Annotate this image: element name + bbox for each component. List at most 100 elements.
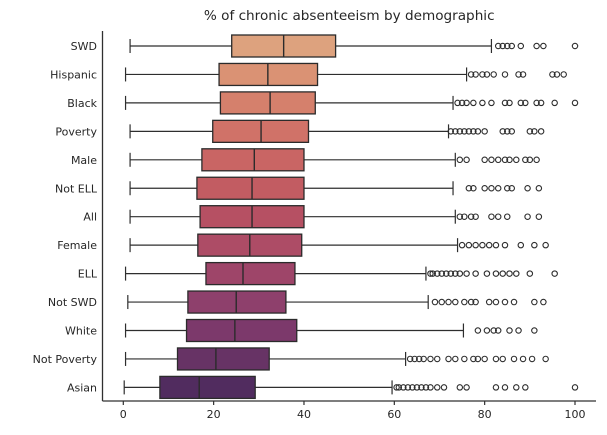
y-axis-label-male: Male [71,154,97,167]
outlier-point-asian [393,384,400,391]
outlier-point-asian [400,384,407,391]
outlier-point-ell [452,270,459,277]
outlier-point-poverty [447,128,455,135]
y-axis-label-black: Black [67,97,97,110]
y-axis-label-not-swd: Not SWD [48,296,97,309]
outlier-point-not-poverty [470,355,477,363]
outlier-point-black [533,99,540,107]
outlier-point-not-swd [467,298,475,306]
y-axis-label-not-ell: Not ELL [55,182,98,195]
outlier-point-male [522,156,529,164]
y-axis-label-all: All [83,211,97,224]
outlier-point-male [501,156,509,164]
outlier-point-ell [499,270,506,277]
outlier-point-black [470,99,477,107]
box-black [219,91,316,115]
outlier-point-asian [395,384,403,391]
outlier-point-all [461,213,468,220]
outlier-point-not-ell [535,185,543,192]
outlier-point-black [551,99,558,107]
outlier-point-white [494,327,502,334]
outlier-point-ell [433,270,441,277]
outlier-point-not-poverty [406,355,414,363]
outlier-point-not-swd [510,298,518,306]
outlier-point-female [472,241,479,249]
outlier-point-black [517,99,525,107]
box-male [201,148,305,172]
outlier-point-asian [404,384,412,391]
outlier-point-hispanic [467,71,475,78]
outlier-point-not-ell [508,185,516,192]
outlier-point-black [454,99,461,107]
outlier-point-not-poverty [474,355,482,363]
outlier-point-white [515,327,522,334]
outlier-point-black [506,99,513,107]
outlier-point-not-ell [524,185,531,192]
outlier-point-ell [429,270,436,277]
outlier-point-swd [503,42,511,50]
x-axis-tick-label: 20 [207,408,221,421]
outlier-point-poverty [452,128,459,135]
outlier-point-ell [438,270,445,277]
outlier-point-not-swd [472,298,479,306]
outlier-point-not-poverty [499,355,506,363]
outlier-point-all [467,213,475,220]
outlier-point-male [456,156,464,164]
outlier-point-asian [492,384,500,391]
outlier-point-not-poverty [427,355,434,363]
outlier-point-not-poverty [510,355,518,363]
outlier-point-female [485,241,493,249]
outlier-point-female [501,241,509,249]
outlier-point-poverty [503,128,511,135]
outlier-point-male [526,156,534,164]
outlier-point-poverty [470,128,477,135]
outlier-point-ell [551,270,558,277]
box-ell [205,261,296,286]
outlier-point-asian [513,384,520,391]
outlier-point-female [479,241,486,249]
y-axis-label-female: Female [57,239,97,252]
x-axis-tick-label: 80 [478,408,492,421]
outlier-point-female [517,241,525,249]
outlier-point-all [472,213,479,220]
outlier-point-ell [456,270,464,277]
outlier-point-white [506,327,513,334]
outlier-point-not-swd [540,298,547,306]
outlier-point-ell [506,270,513,277]
outlier-point-asian [501,384,509,391]
outlier-point-male [463,156,470,164]
y-axis-label-ell: ELL [78,268,98,281]
x-axis-tick-label: 40 [297,408,311,421]
y-axis-label-not-poverty: Not Poverty [33,353,98,366]
outlier-point-poverty [461,128,468,135]
outlier-point-black [522,99,529,107]
outlier-point-male [494,156,502,164]
outlier-point-not-poverty [492,355,500,363]
outlier-point-white [474,327,482,334]
outlier-point-not-poverty [420,355,427,363]
outlier-point-asian [522,384,529,391]
outlier-point-female [531,241,538,249]
outlier-point-ell [427,270,434,277]
outlier-point-not-ell [488,185,495,192]
outlier-point-female [458,241,466,249]
outlier-point-not-ell [503,185,511,192]
outlier-point-all [503,213,511,220]
box-asian [159,375,256,400]
outlier-point-female [465,241,473,249]
outlier-point-not-swd [431,298,439,306]
outlier-point-female [542,241,549,249]
outlier-point-poverty [508,128,516,135]
outlier-point-asian [571,384,579,391]
outlier-point-not-swd [492,298,500,306]
outlier-point-white [483,327,491,334]
outlier-point-asian [422,384,430,391]
box-not-poverty [176,347,270,371]
outlier-point-male [488,156,495,164]
outlier-point-poverty [474,128,482,135]
outlier-point-hispanic [483,71,491,78]
outlier-point-hispanic [560,71,567,78]
outlier-point-white [490,327,497,334]
outlier-point-poverty [481,128,488,135]
outlier-point-not-poverty [433,355,441,363]
